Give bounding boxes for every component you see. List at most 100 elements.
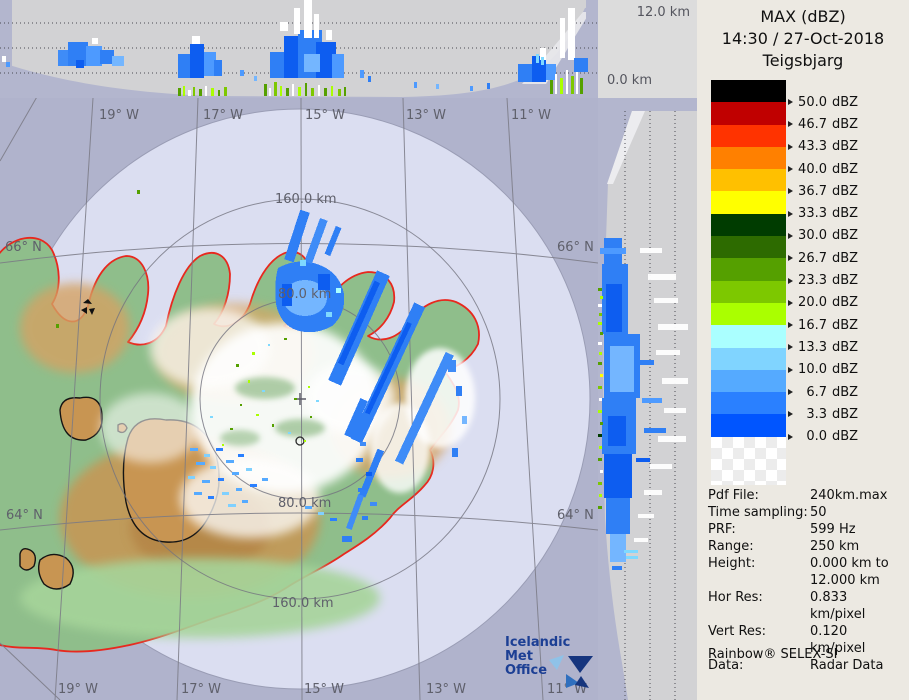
scale-label: 6.7 dBZ — [788, 381, 906, 403]
info-row: PRF: 599 Hz — [708, 521, 906, 538]
right-xsec-echoes — [598, 238, 688, 570]
station-name: Teigsbjarg — [762, 51, 844, 70]
colorbar-swatch — [711, 124, 786, 147]
logo-text-line2: Office — [505, 663, 548, 678]
scale-label: 46.7 dBZ — [788, 113, 906, 135]
info-value: 250 km — [810, 539, 860, 554]
info-value: 0.833 km/pixel — [810, 590, 866, 622]
scale-label: 23.3 dBZ — [788, 269, 906, 291]
scale-label: 26.7 dBZ — [788, 247, 906, 269]
colorbar-swatch — [711, 102, 786, 125]
scale-arrow-icon — [788, 232, 793, 239]
info-label: Time sampling: — [708, 505, 808, 520]
height-min-label: 0.0 km — [607, 73, 652, 88]
colorbar-swatch — [711, 146, 786, 170]
scale-arrow-icon — [788, 344, 793, 351]
colorbar-swatch — [711, 414, 786, 437]
logo-triangles-icon — [549, 655, 593, 688]
scale-label: 20.0 dBZ — [788, 292, 906, 314]
scale-arrow-icon — [788, 188, 793, 195]
scan-info-list: Pdf File: 240km.max Time sampling: 50 PRF: 59… — [708, 487, 906, 674]
info-value: 0.000 km to — [810, 556, 889, 571]
radar-map: 19° W 17° W 15° W 13° W 11° W 19° W 17° … — [0, 98, 598, 700]
colorbar-swatch — [711, 169, 786, 192]
colorbar-swatch — [711, 258, 786, 281]
info-row: Height: 0.000 km to — [708, 555, 906, 572]
scale-label: 40.0 dBZ — [788, 158, 906, 180]
islet — [137, 190, 140, 194]
scale-label: 0.0 dBZ — [788, 425, 906, 447]
info-row: Data: Radar Data — [708, 657, 906, 674]
scale-arrow-icon — [788, 389, 793, 395]
graticule — [0, 98, 598, 700]
scale-label: 30.0 dBZ — [788, 225, 906, 247]
map-precip-echoes — [188, 209, 467, 542]
map-canvas — [0, 98, 598, 700]
info-row: Time sampling: 50 — [708, 504, 906, 521]
scale-label: 3.3 dBZ — [788, 403, 906, 425]
mountain-symbol — [81, 299, 95, 315]
scale-label: 16.7 dBZ — [788, 314, 906, 336]
legend-panel: MAX (dBZ) 14:30 / 27-Oct-2018 Teigsbjarg… — [697, 0, 909, 700]
info-value: 12.000 km — [810, 573, 880, 588]
scale-label: 33.3 dBZ — [788, 202, 906, 224]
colorbar-swatch — [711, 302, 786, 326]
info-label: Data: — [708, 658, 744, 673]
product-title: MAX (dBZ) — [760, 7, 846, 26]
scale-arrow-icon — [788, 299, 793, 306]
scale-label: 36.7 dBZ — [788, 180, 906, 202]
info-label: Vert Res: — [708, 624, 767, 639]
info-label: Height: — [708, 556, 756, 571]
scale-arrow-icon — [788, 277, 793, 284]
dbz-scale-labels: 50.0 dBZ 46.7 dBZ 43.3 dBZ 40.0 dBZ 36.7 dBZ 33.3 d… — [788, 91, 906, 448]
height-max-label: 12.0 km — [636, 5, 690, 20]
info-label: PRF: — [708, 522, 736, 537]
scale-label: 43.3 dBZ — [788, 136, 906, 158]
info-label — [708, 572, 810, 589]
colorbar-swatch — [711, 392, 786, 415]
scale-arrow-icon — [788, 322, 793, 329]
info-value: 50 — [810, 505, 827, 520]
info-label: Hor Res: — [708, 590, 763, 605]
top-xsec-echoes — [2, 0, 588, 96]
timestamp: 14:30 / 27-Oct-2018 — [721, 29, 885, 48]
scale-arrow-icon — [788, 366, 793, 373]
info-row: Hor Res: 0.833 km/pixel — [708, 589, 906, 623]
info-row: 12.000 km — [708, 572, 906, 589]
info-row: Pdf File: 240km.max — [708, 487, 906, 504]
scale-arrow-icon — [788, 143, 793, 150]
scale-arrow-icon — [788, 433, 793, 440]
scale-arrow-icon — [788, 99, 793, 106]
scale-arrow-icon — [788, 121, 793, 128]
top-height-cross-section — [0, 0, 598, 98]
colorbar-swatch — [711, 236, 786, 259]
info-row: Vert Res: 0.120 km/pixel — [708, 623, 906, 657]
info-value: 599 Hz — [810, 522, 856, 537]
info-value: 0.120 km/pixel — [810, 624, 866, 656]
colorbar-swatch — [711, 325, 786, 348]
info-row: Range: 250 km — [708, 538, 906, 555]
colorbar-swatch — [711, 280, 786, 303]
scale-arrow-icon — [788, 166, 793, 173]
logo-text-line1: Icelandic Met — [505, 635, 571, 664]
right-height-cross-section — [598, 98, 697, 700]
colorbar-swatch — [711, 191, 786, 214]
icelandic-met-office-logo: Icelandic Met Office — [505, 635, 597, 688]
scale-arrow-icon — [788, 411, 793, 418]
colorbar-swatch — [711, 213, 786, 237]
scale-label: 13.3 dBZ — [788, 336, 906, 358]
info-value: 240km.max — [810, 488, 888, 503]
scale-arrow-icon — [788, 210, 793, 217]
colorbar-swatch — [711, 80, 786, 103]
scale-arrow-icon — [788, 255, 793, 262]
info-label: Pdf File: — [708, 488, 759, 503]
scale-label: 50.0 dBZ — [788, 91, 906, 113]
islet-2 — [56, 324, 59, 328]
scale-label: 10.0 dBZ — [788, 359, 906, 381]
software-name: Rainbow® SELEX-SI — [708, 647, 838, 662]
dbz-colorbar — [711, 80, 786, 437]
height-axis-corner: 12.0 km 0.0 km — [598, 0, 697, 98]
colorbar-swatch — [711, 369, 786, 393]
info-label: Range: — [708, 539, 754, 554]
